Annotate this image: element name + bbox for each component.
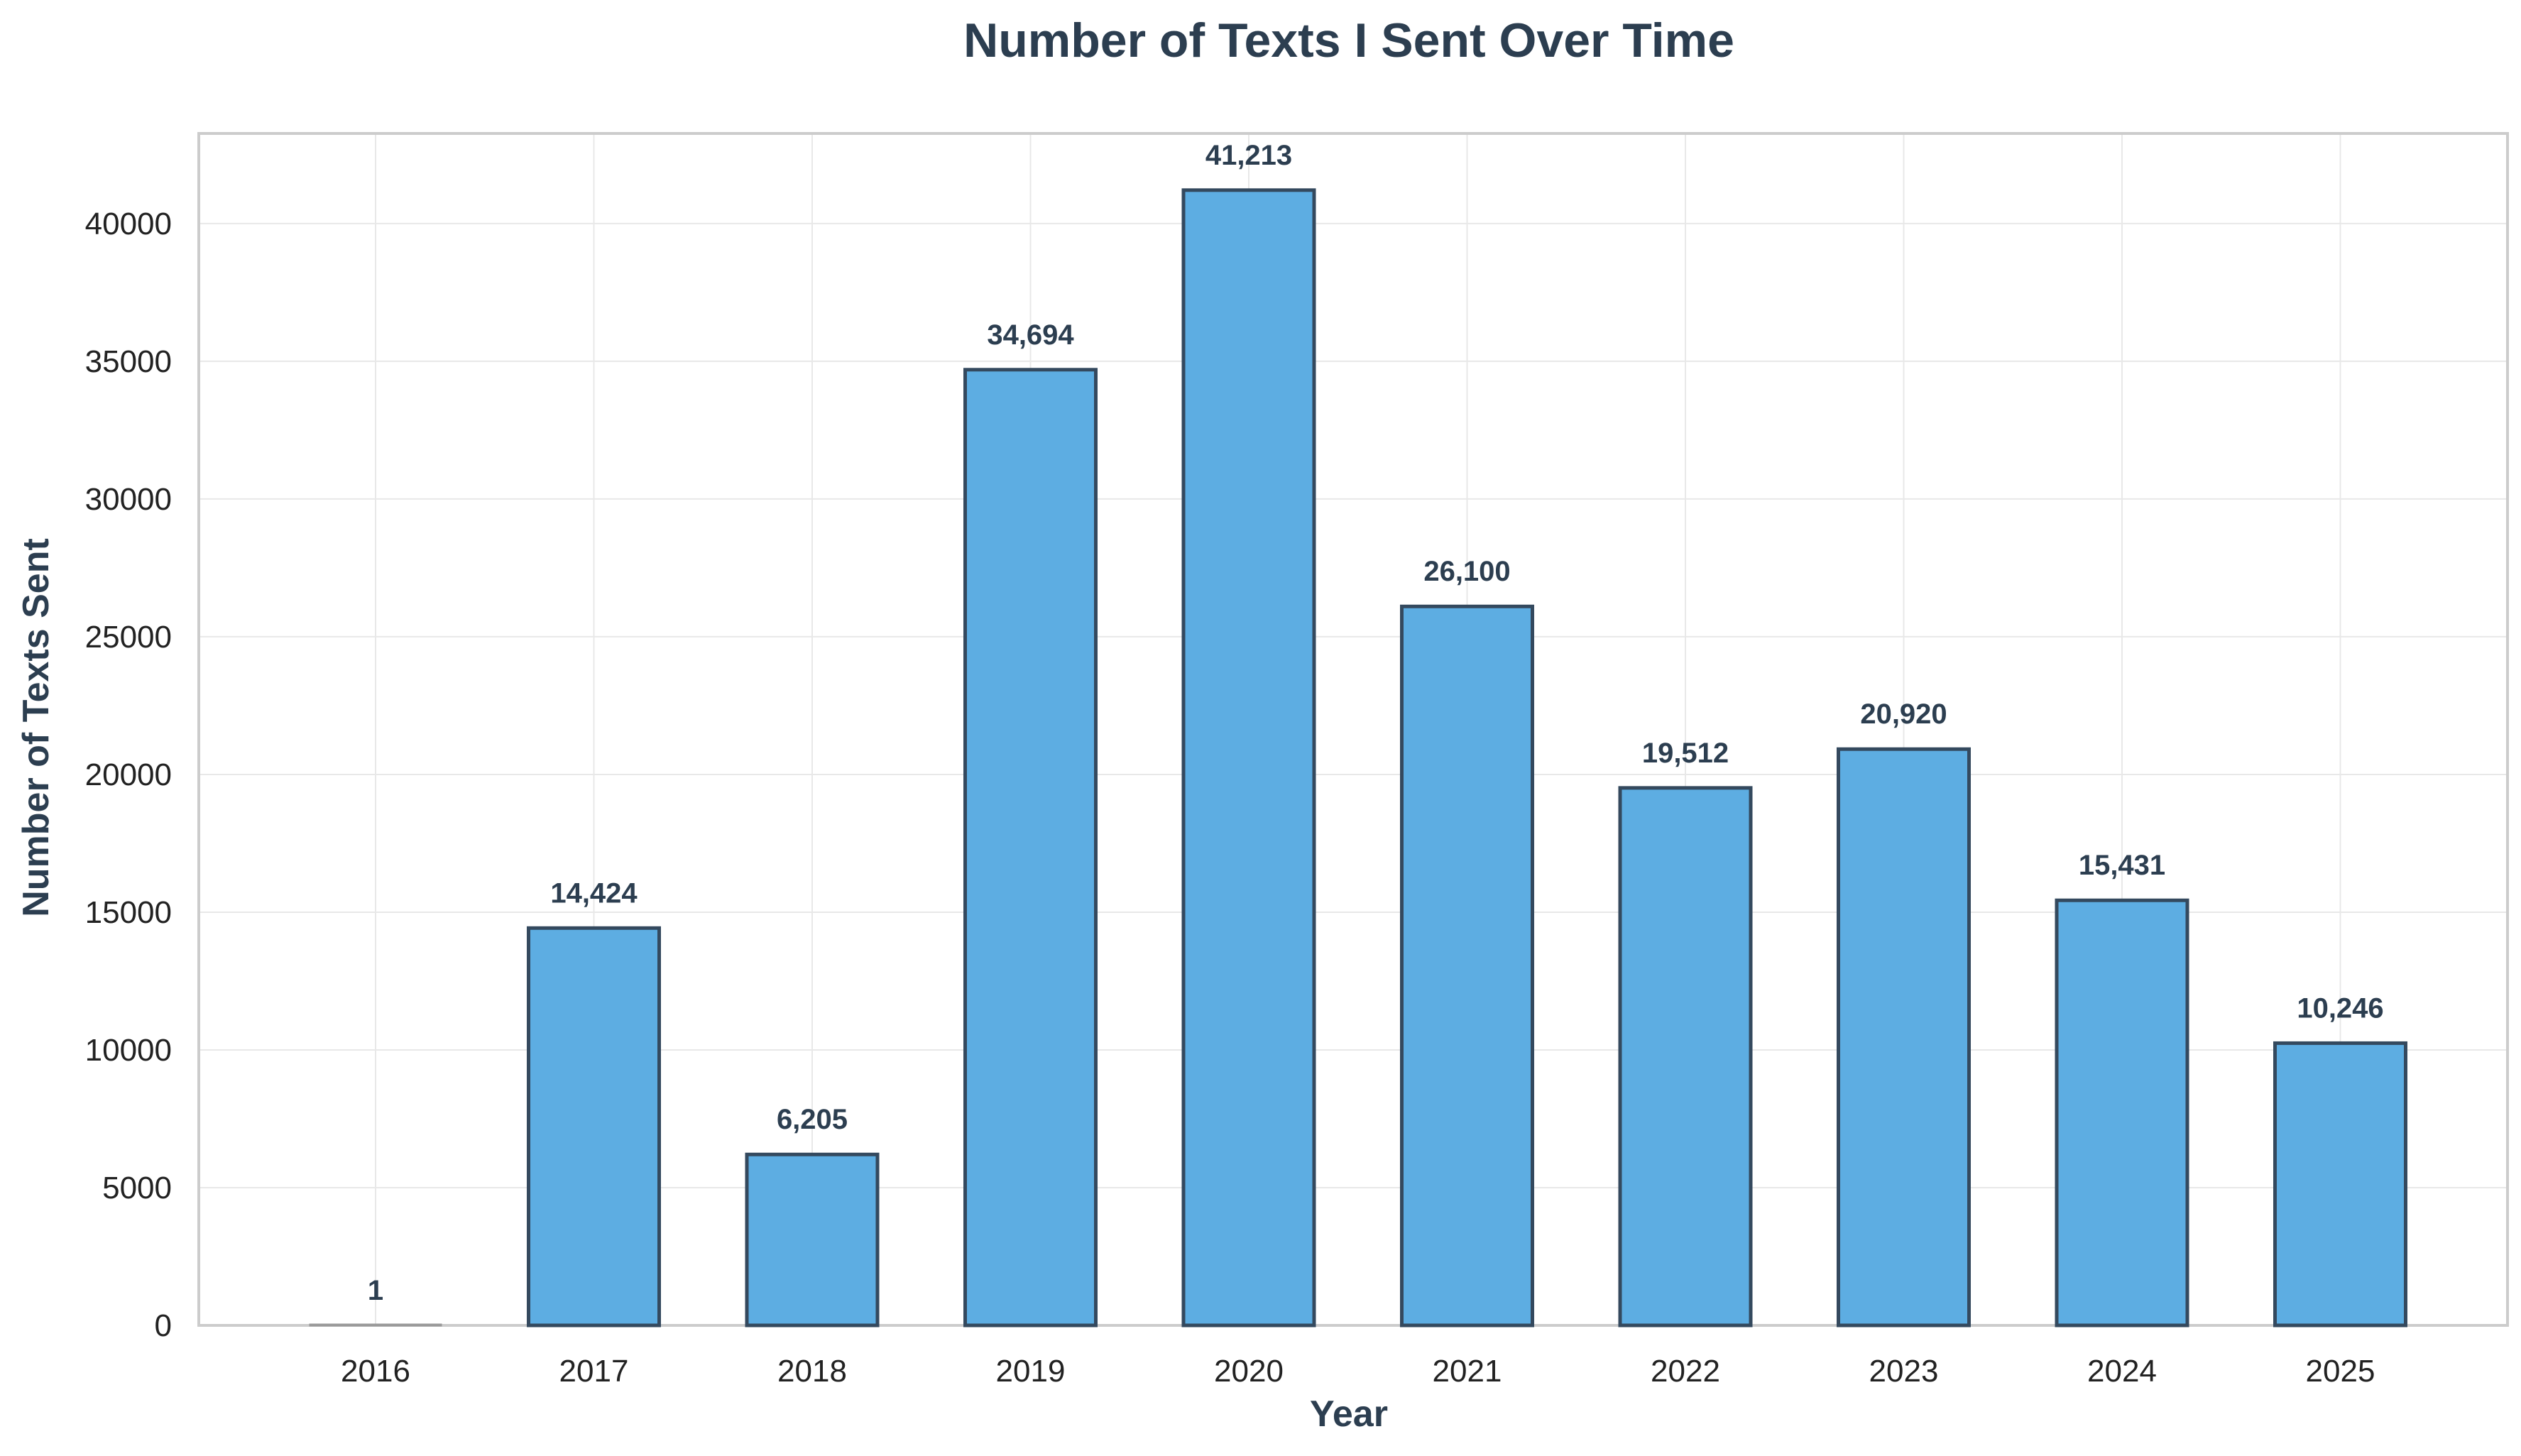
bar-2018 xyxy=(745,1152,880,1328)
x-tick-label-2024: 2024 xyxy=(2087,1354,2157,1389)
x-tick-label-2019: 2019 xyxy=(996,1354,1066,1389)
y-tick-label-25000: 25000 xyxy=(85,620,172,655)
y-tick-labels: 0 5000 10000 15000 20000 25000 30000 35000 40000 xyxy=(85,207,172,1343)
data-label-2020: 41,213 xyxy=(1205,140,1292,171)
y-tick-label-30000: 30000 xyxy=(85,482,172,517)
data-label-2022: 19,512 xyxy=(1642,738,1729,769)
bar-2025 xyxy=(2273,1041,2407,1328)
y-tick-label-35000: 35000 xyxy=(85,344,172,379)
x-tick-label-2022: 2022 xyxy=(1651,1354,1720,1389)
x-tick-label-2020: 2020 xyxy=(1214,1354,1284,1389)
y-tick-label-10000: 10000 xyxy=(85,1033,172,1068)
y-tick-label-20000: 20000 xyxy=(85,757,172,792)
data-labels: 1 14,424 6,205 34,694 41,213 26,100 19,512 20,9… xyxy=(368,140,2384,1306)
bar-2022 xyxy=(1618,786,1753,1328)
x-tick-label-2021: 2021 xyxy=(1433,1354,1502,1389)
x-tick-label-2025: 2025 xyxy=(2306,1354,2375,1389)
data-label-2023: 20,920 xyxy=(1860,699,1947,730)
bar-2019 xyxy=(963,368,1098,1328)
chart-title: Number of Texts I Sent Over Time xyxy=(963,13,1734,67)
y-tick-label-5000: 5000 xyxy=(102,1171,172,1205)
data-label-2019: 34,694 xyxy=(987,319,1074,351)
data-label-2021: 26,100 xyxy=(1423,556,1510,587)
y-tick-label-40000: 40000 xyxy=(85,207,172,241)
bar-2021 xyxy=(1400,604,1534,1328)
y-tick-label-0: 0 xyxy=(155,1308,172,1343)
x-tick-label-2016: 2016 xyxy=(341,1354,410,1389)
data-label-2018: 6,205 xyxy=(777,1104,848,1135)
bar-2017 xyxy=(527,926,661,1328)
x-axis-label: Year xyxy=(1310,1394,1388,1435)
x-tick-label-2023: 2023 xyxy=(1869,1354,1939,1389)
x-tick-label-2017: 2017 xyxy=(559,1354,629,1389)
bar-2023 xyxy=(1837,747,1971,1328)
x-tick-labels: 2016 2017 2018 2019 2020 2021 2022 2023 2024 2025 xyxy=(341,1354,2375,1389)
y-tick-label-15000: 15000 xyxy=(85,895,172,930)
bar-2024 xyxy=(2055,898,2189,1328)
x-tick-label-2018: 2018 xyxy=(777,1354,847,1389)
y-axis-label: Number of Texts Sent xyxy=(16,538,57,917)
bar-2020 xyxy=(1181,188,1316,1328)
plot-frame xyxy=(197,132,2509,1327)
data-label-2017: 14,424 xyxy=(550,877,638,909)
data-label-2024: 15,431 xyxy=(2079,850,2165,881)
data-label-2016: 1 xyxy=(368,1275,383,1306)
data-label-2025: 10,246 xyxy=(2297,992,2383,1024)
bars xyxy=(309,188,2407,1328)
